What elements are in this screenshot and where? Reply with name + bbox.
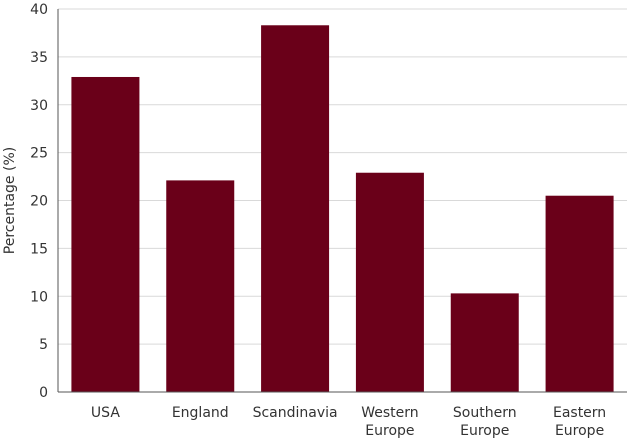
y-tick-label: 5 [39,337,48,353]
y-tick-label: 10 [30,289,48,305]
y-tick-label: 40 [30,2,48,18]
y-tick-label: 20 [30,194,48,210]
x-tick-label: England [172,405,229,421]
y-tick-label: 15 [30,241,48,257]
bar [450,293,519,392]
x-tick-label: Western Europe [361,405,418,439]
y-tick-labels: 0 5 10 15 20 25 30 35 40 [30,2,48,401]
x-tick-labels: USA England Scandinavia Western Europe Southe… [91,405,606,439]
y-tick-label: 30 [30,98,48,114]
y-tick-label: 25 [30,146,48,162]
bar [71,76,140,393]
bar [545,195,614,392]
bars [71,25,614,393]
bar [166,180,235,392]
gridlines [58,8,627,345]
x-tick-label: Southern Europe [453,405,517,439]
x-tick-label: USA [91,405,120,421]
bar [355,172,424,392]
axes [57,9,627,393]
bar [261,25,330,393]
x-tick-label: Scandinavia [253,405,338,421]
y-tick-label: 35 [30,50,48,66]
x-tick-label: Eastern Europe [553,405,606,439]
y-axis-title: Percentage (%) [2,147,18,254]
y-tick-label: 0 [39,385,48,401]
